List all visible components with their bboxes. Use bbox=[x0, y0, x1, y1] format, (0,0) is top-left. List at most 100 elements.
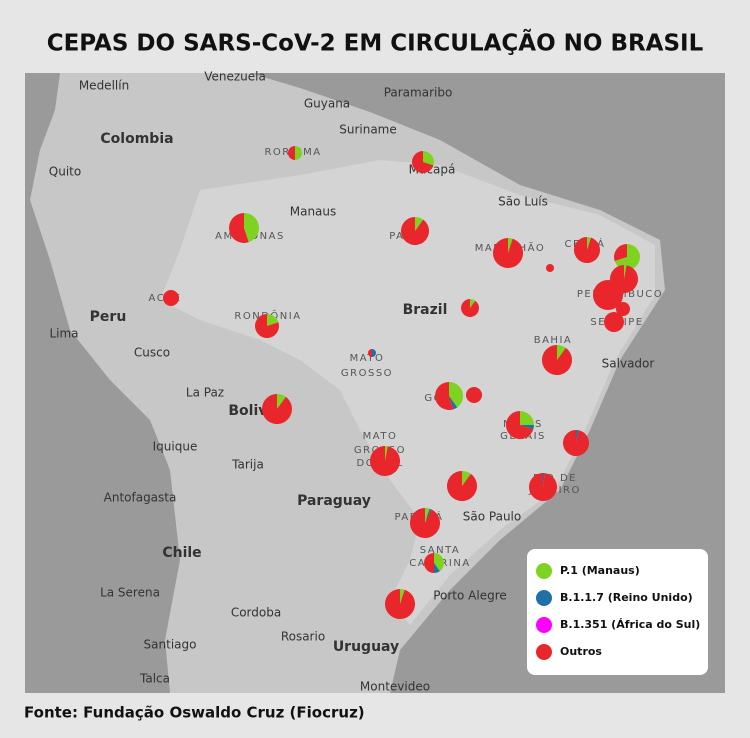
legend-label: B.1.1.7 (Reino Unido) bbox=[560, 591, 693, 604]
map-label: São Paulo bbox=[463, 510, 521, 524]
pie-slice bbox=[244, 213, 260, 243]
map-label: São Luís bbox=[498, 195, 548, 209]
pie-slice bbox=[462, 471, 471, 486]
pie-slice bbox=[424, 553, 434, 573]
pie-slice bbox=[470, 299, 476, 308]
pie-slice bbox=[295, 146, 302, 160]
pie-slice bbox=[423, 151, 434, 166]
pie-slice bbox=[261, 394, 292, 425]
map-label: Talca bbox=[139, 672, 170, 686]
pie-slice bbox=[434, 563, 440, 573]
map-label: RIO DE bbox=[533, 473, 577, 484]
map-label: Iquique bbox=[153, 440, 198, 454]
legend-label: P.1 (Manaus) bbox=[560, 564, 640, 577]
pie-slice bbox=[576, 430, 579, 443]
brazil bbox=[160, 160, 655, 625]
legend-swatch bbox=[536, 644, 552, 660]
pie-slice bbox=[614, 244, 640, 270]
pie-slice bbox=[520, 425, 534, 430]
pie-slice bbox=[372, 349, 376, 357]
pie-slice bbox=[412, 151, 434, 174]
map-label: Santiago bbox=[144, 638, 197, 652]
pie-slice bbox=[624, 265, 627, 279]
legend-swatch bbox=[536, 563, 552, 579]
pie-slice bbox=[542, 345, 573, 376]
legend-label: Outros bbox=[560, 645, 602, 658]
map-label: Tarija bbox=[231, 458, 264, 472]
pie-slice bbox=[267, 314, 279, 326]
pie-slice bbox=[529, 473, 557, 501]
legend-box bbox=[527, 549, 708, 675]
map-label: Chile bbox=[162, 545, 201, 561]
pie-slice bbox=[288, 146, 295, 160]
map-label: Peru bbox=[90, 309, 127, 325]
pie-slice bbox=[277, 394, 286, 409]
pie-slice bbox=[229, 213, 249, 243]
legend-label: B.1.351 (África do Sul) bbox=[560, 618, 700, 631]
pie-slice bbox=[401, 217, 430, 246]
pie-slice bbox=[385, 589, 416, 619]
map-label: Brazil bbox=[403, 302, 448, 318]
map-label: La Serena bbox=[100, 586, 160, 600]
map-label: Antofagasta bbox=[104, 491, 177, 505]
map-label: Guyana bbox=[304, 97, 350, 111]
pie-slice bbox=[447, 471, 478, 502]
pie-slice bbox=[368, 349, 372, 357]
pie-slice bbox=[587, 237, 592, 250]
pie-slice bbox=[255, 314, 279, 339]
pie-slice bbox=[415, 217, 424, 231]
map-label: Manaus bbox=[290, 205, 337, 219]
pie-slice bbox=[385, 446, 388, 461]
map-label: SANTA bbox=[420, 545, 461, 556]
source: Fonte: Fundação Oswaldo Cruz (Fiocruz) bbox=[24, 704, 365, 722]
map-label: MATO bbox=[350, 353, 385, 364]
pie-slice bbox=[400, 589, 405, 604]
legend-swatch bbox=[536, 590, 552, 606]
pie-slice bbox=[546, 264, 554, 272]
map-label: Venezuela bbox=[204, 70, 266, 84]
pie-slice bbox=[425, 508, 430, 523]
map-label: Montevideo bbox=[360, 680, 430, 694]
pie-slice bbox=[508, 238, 513, 253]
pie-slice bbox=[593, 280, 623, 310]
map-label: Porto Alegre bbox=[433, 589, 507, 603]
pie-slice bbox=[493, 238, 524, 268]
map-label: Rosario bbox=[281, 630, 325, 644]
pie-slice bbox=[449, 382, 464, 408]
pie-slice bbox=[466, 387, 482, 403]
map-label: BAHIA bbox=[534, 335, 573, 346]
pie-slice bbox=[434, 553, 445, 572]
map-label: Paramaribo bbox=[384, 86, 453, 100]
pie-slice bbox=[616, 302, 630, 316]
map-label: Colombia bbox=[100, 131, 173, 147]
pie-slice bbox=[410, 508, 441, 539]
pie-slice bbox=[543, 473, 545, 487]
pie-slice bbox=[506, 411, 534, 439]
map-label: Lima bbox=[49, 327, 78, 341]
map-label: Quito bbox=[49, 165, 81, 179]
pie-slice bbox=[425, 508, 432, 523]
map-label: Salvador bbox=[602, 357, 655, 371]
title: CEPAS DO SARS-CoV-2 EM CIRCULAÇÃO NO BRA… bbox=[47, 29, 704, 57]
pie-slice bbox=[435, 382, 454, 410]
pie-slice bbox=[520, 411, 534, 425]
pie-slice bbox=[563, 430, 590, 456]
map-label: GROSSO bbox=[341, 368, 393, 379]
pie-slice bbox=[370, 446, 401, 476]
map-label: Cordoba bbox=[231, 606, 281, 620]
pie-slice bbox=[574, 237, 601, 264]
map-label: Cusco bbox=[134, 346, 170, 360]
pie-slice bbox=[604, 312, 624, 332]
map-label: Medellín bbox=[79, 79, 129, 93]
legend-swatch bbox=[536, 617, 552, 633]
pie-slice bbox=[163, 290, 179, 306]
map-label: La Paz bbox=[186, 386, 224, 400]
map-label: Paraguay bbox=[297, 493, 371, 509]
map-label: MATO bbox=[363, 431, 398, 442]
pie-slice bbox=[461, 299, 479, 317]
ocean bbox=[25, 73, 725, 215]
pie-slice bbox=[449, 396, 458, 410]
map-label: Uruguay bbox=[333, 639, 399, 655]
pie-slice bbox=[614, 244, 627, 262]
